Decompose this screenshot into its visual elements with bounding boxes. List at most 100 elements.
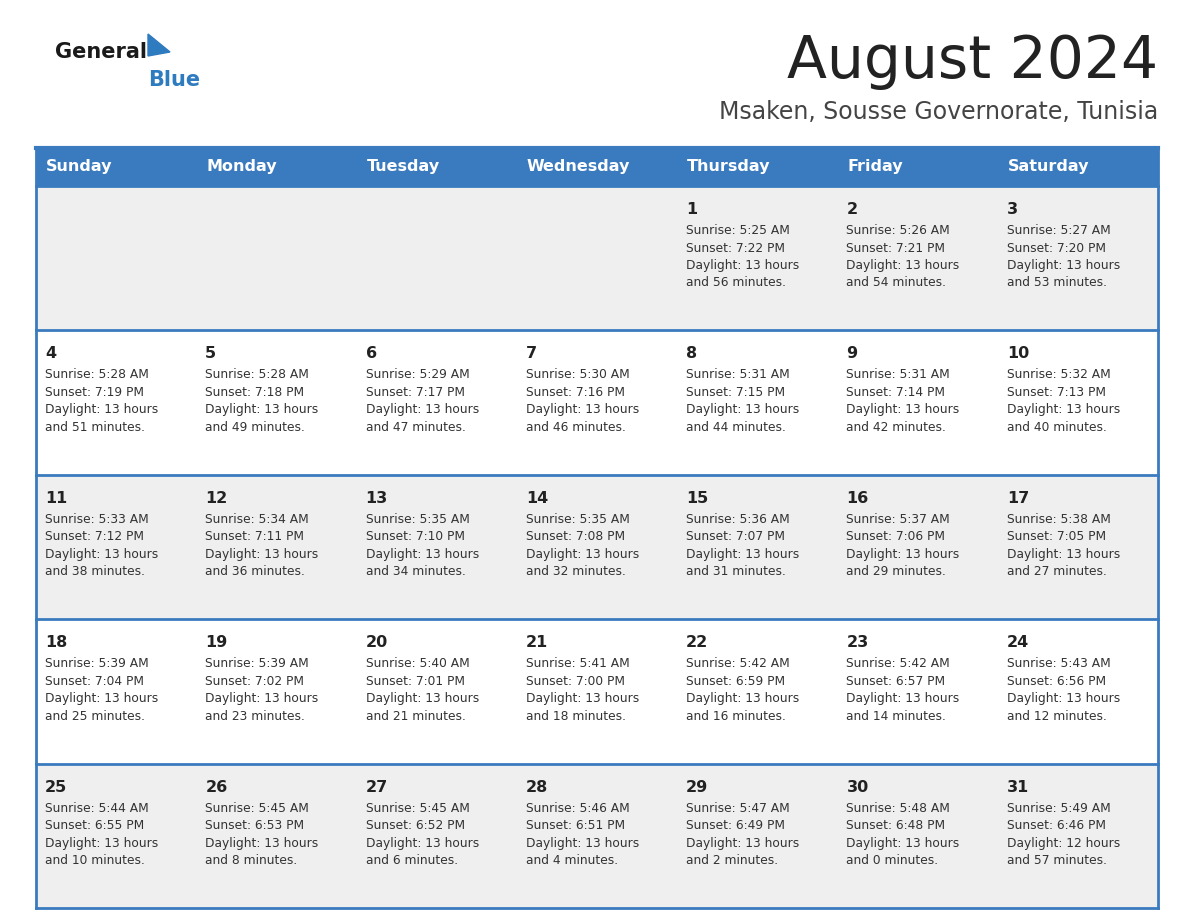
Text: Daylight: 13 hours: Daylight: 13 hours [366, 836, 479, 849]
Text: Daylight: 13 hours: Daylight: 13 hours [206, 403, 318, 417]
Text: Daylight: 13 hours: Daylight: 13 hours [45, 548, 158, 561]
Text: Monday: Monday [207, 160, 277, 174]
Text: 7: 7 [526, 346, 537, 362]
Text: and 42 minutes.: and 42 minutes. [846, 420, 947, 434]
Text: 30: 30 [846, 779, 868, 795]
Text: Daylight: 13 hours: Daylight: 13 hours [45, 836, 158, 849]
Text: Daylight: 13 hours: Daylight: 13 hours [526, 548, 639, 561]
Text: and 18 minutes.: and 18 minutes. [526, 710, 626, 722]
Text: and 34 minutes.: and 34 minutes. [366, 565, 466, 578]
Text: Sunset: 6:52 PM: Sunset: 6:52 PM [366, 819, 465, 832]
Text: Daylight: 13 hours: Daylight: 13 hours [526, 836, 639, 849]
Text: Sunset: 6:46 PM: Sunset: 6:46 PM [1006, 819, 1106, 832]
Text: 5: 5 [206, 346, 216, 362]
Text: Sunday: Sunday [46, 160, 113, 174]
Text: Sunrise: 5:29 AM: Sunrise: 5:29 AM [366, 368, 469, 381]
Text: Sunrise: 5:28 AM: Sunrise: 5:28 AM [206, 368, 309, 381]
Text: Sunset: 7:07 PM: Sunset: 7:07 PM [687, 531, 785, 543]
Text: 1: 1 [687, 202, 697, 217]
Text: Sunset: 7:19 PM: Sunset: 7:19 PM [45, 386, 144, 399]
Text: Sunset: 6:55 PM: Sunset: 6:55 PM [45, 819, 144, 832]
Text: Sunset: 7:14 PM: Sunset: 7:14 PM [846, 386, 946, 399]
Text: Daylight: 13 hours: Daylight: 13 hours [846, 548, 960, 561]
Bar [36, 620, 1158, 764]
Text: and 38 minutes.: and 38 minutes. [45, 565, 145, 578]
Text: Sunrise: 5:36 AM: Sunrise: 5:36 AM [687, 513, 790, 526]
Text: Sunset: 7:18 PM: Sunset: 7:18 PM [206, 386, 304, 399]
Text: Daylight: 13 hours: Daylight: 13 hours [45, 403, 158, 417]
Text: Sunrise: 5:45 AM: Sunrise: 5:45 AM [206, 801, 309, 814]
Text: and 32 minutes.: and 32 minutes. [526, 565, 626, 578]
Text: Sunset: 7:16 PM: Sunset: 7:16 PM [526, 386, 625, 399]
Text: 10: 10 [1006, 346, 1029, 362]
Text: and 56 minutes.: and 56 minutes. [687, 276, 786, 289]
Bar [36, 764, 1158, 908]
Text: Daylight: 13 hours: Daylight: 13 hours [846, 692, 960, 705]
Text: and 47 minutes.: and 47 minutes. [366, 420, 466, 434]
Text: 20: 20 [366, 635, 387, 650]
Text: Sunset: 7:02 PM: Sunset: 7:02 PM [206, 675, 304, 688]
Text: and 54 minutes.: and 54 minutes. [846, 276, 947, 289]
Text: Sunrise: 5:31 AM: Sunrise: 5:31 AM [846, 368, 950, 381]
Text: and 36 minutes.: and 36 minutes. [206, 565, 305, 578]
Text: Sunset: 7:05 PM: Sunset: 7:05 PM [1006, 531, 1106, 543]
Text: 4: 4 [45, 346, 56, 362]
Text: Sunset: 6:48 PM: Sunset: 6:48 PM [846, 819, 946, 832]
Polygon shape [148, 34, 170, 56]
Text: Sunrise: 5:42 AM: Sunrise: 5:42 AM [846, 657, 950, 670]
Text: and 0 minutes.: and 0 minutes. [846, 854, 939, 868]
Text: Daylight: 13 hours: Daylight: 13 hours [1006, 548, 1120, 561]
Text: Sunrise: 5:35 AM: Sunrise: 5:35 AM [366, 513, 469, 526]
Text: 19: 19 [206, 635, 228, 650]
Text: and 40 minutes.: and 40 minutes. [1006, 420, 1106, 434]
Text: Daylight: 12 hours: Daylight: 12 hours [1006, 836, 1120, 849]
Text: Sunrise: 5:39 AM: Sunrise: 5:39 AM [45, 657, 148, 670]
Text: and 4 minutes.: and 4 minutes. [526, 854, 618, 868]
Text: Sunrise: 5:44 AM: Sunrise: 5:44 AM [45, 801, 148, 814]
Text: Sunrise: 5:49 AM: Sunrise: 5:49 AM [1006, 801, 1111, 814]
Text: Daylight: 13 hours: Daylight: 13 hours [687, 403, 800, 417]
Bar [36, 475, 1158, 620]
Text: Sunrise: 5:41 AM: Sunrise: 5:41 AM [526, 657, 630, 670]
Text: Sunrise: 5:35 AM: Sunrise: 5:35 AM [526, 513, 630, 526]
Text: 3: 3 [1006, 202, 1018, 217]
Text: Daylight: 13 hours: Daylight: 13 hours [366, 403, 479, 417]
Text: Sunset: 6:56 PM: Sunset: 6:56 PM [1006, 675, 1106, 688]
Text: Sunrise: 5:42 AM: Sunrise: 5:42 AM [687, 657, 790, 670]
Text: 29: 29 [687, 779, 708, 795]
Text: August 2024: August 2024 [786, 33, 1158, 91]
Text: Daylight: 13 hours: Daylight: 13 hours [366, 548, 479, 561]
Text: Sunset: 7:10 PM: Sunset: 7:10 PM [366, 531, 465, 543]
Text: Daylight: 13 hours: Daylight: 13 hours [526, 692, 639, 705]
Text: and 10 minutes.: and 10 minutes. [45, 854, 145, 868]
Text: Sunset: 7:04 PM: Sunset: 7:04 PM [45, 675, 144, 688]
Text: Thursday: Thursday [687, 160, 771, 174]
Text: Sunset: 7:08 PM: Sunset: 7:08 PM [526, 531, 625, 543]
Text: and 21 minutes.: and 21 minutes. [366, 710, 466, 722]
Text: Friday: Friday [847, 160, 903, 174]
Bar [36, 148, 1158, 186]
Text: 31: 31 [1006, 779, 1029, 795]
Text: Sunrise: 5:31 AM: Sunrise: 5:31 AM [687, 368, 790, 381]
Text: Sunrise: 5:30 AM: Sunrise: 5:30 AM [526, 368, 630, 381]
Text: and 8 minutes.: and 8 minutes. [206, 854, 297, 868]
Text: 6: 6 [366, 346, 377, 362]
Text: Sunset: 7:00 PM: Sunset: 7:00 PM [526, 675, 625, 688]
Text: Daylight: 13 hours: Daylight: 13 hours [846, 403, 960, 417]
Text: and 25 minutes.: and 25 minutes. [45, 710, 145, 722]
Text: Daylight: 13 hours: Daylight: 13 hours [526, 403, 639, 417]
Text: and 29 minutes.: and 29 minutes. [846, 565, 947, 578]
Text: Tuesday: Tuesday [367, 160, 440, 174]
Text: Daylight: 13 hours: Daylight: 13 hours [687, 692, 800, 705]
Text: Sunrise: 5:28 AM: Sunrise: 5:28 AM [45, 368, 148, 381]
Text: Daylight: 13 hours: Daylight: 13 hours [206, 836, 318, 849]
Text: 23: 23 [846, 635, 868, 650]
Text: Daylight: 13 hours: Daylight: 13 hours [687, 548, 800, 561]
Text: 13: 13 [366, 491, 387, 506]
Text: Daylight: 13 hours: Daylight: 13 hours [846, 259, 960, 272]
Text: Sunset: 7:13 PM: Sunset: 7:13 PM [1006, 386, 1106, 399]
Text: Sunrise: 5:25 AM: Sunrise: 5:25 AM [687, 224, 790, 237]
Text: 9: 9 [846, 346, 858, 362]
Text: and 46 minutes.: and 46 minutes. [526, 420, 626, 434]
Text: and 57 minutes.: and 57 minutes. [1006, 854, 1107, 868]
